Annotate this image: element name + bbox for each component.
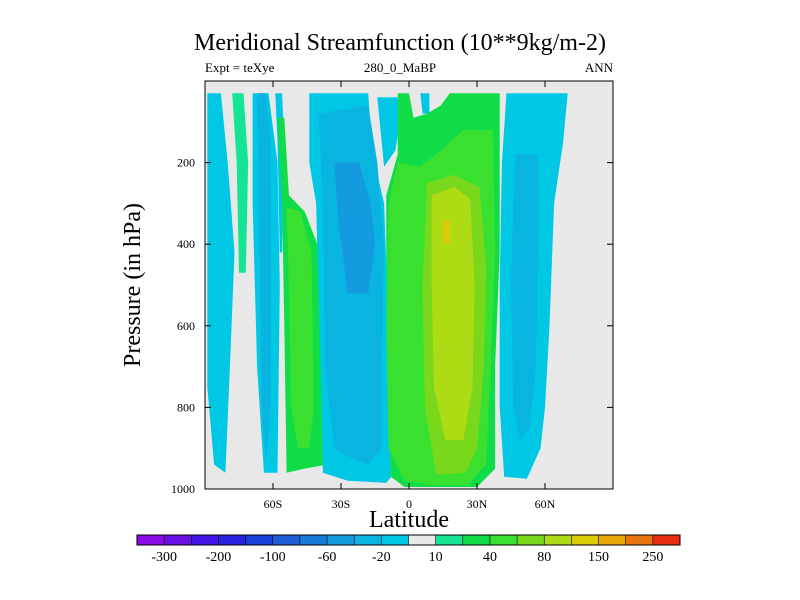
colorbar-swatch	[408, 535, 436, 545]
colorbar-swatch	[164, 535, 192, 545]
colorbar-label: -60	[318, 550, 337, 565]
colorbar-swatch	[462, 535, 491, 545]
x-tick-label: 0	[406, 497, 412, 511]
colorbar-swatch	[544, 535, 572, 545]
colorbar-label: 40	[483, 550, 497, 565]
x-tick-label: 30S	[332, 497, 351, 511]
contour-region-0	[207, 93, 235, 473]
y-tick-label: 200	[177, 156, 195, 170]
colorbar-label: -100	[260, 550, 286, 565]
y-tick-label: 400	[177, 237, 195, 251]
colorbar-swatch	[381, 535, 409, 545]
colorbar-swatch	[272, 535, 301, 545]
contour-region-11	[420, 93, 430, 114]
y-tick-label: 600	[177, 319, 195, 333]
x-tick-label: 60N	[535, 497, 556, 511]
contour-region-15	[431, 187, 475, 440]
colorbar-swatch	[435, 535, 464, 545]
center-string: 280_0_MaBP	[363, 60, 437, 75]
colorbar-swatch	[137, 535, 165, 545]
colorbar-label: 10	[429, 550, 443, 565]
colorbar-swatch	[517, 535, 545, 545]
contour-region-3	[257, 93, 271, 465]
colorbar-frame	[136, 534, 681, 546]
left-string: Expt = teXye	[205, 60, 275, 75]
colorbar-swatch	[218, 535, 246, 545]
contour-region-1	[232, 93, 249, 273]
colorbar-label: -200	[206, 550, 232, 565]
right-string: ANN	[584, 60, 613, 75]
colorbar-swatch	[354, 535, 382, 545]
contour-region-19	[511, 154, 539, 440]
x-tick-label: 60S	[264, 497, 283, 511]
colorbar-label: -20	[372, 550, 391, 565]
contour-region-6	[286, 207, 314, 449]
colorbar-swatch	[299, 535, 328, 545]
colorbar-swatch	[571, 535, 599, 545]
colorbar-swatch	[327, 535, 355, 545]
colorbar-swatch	[652, 535, 681, 545]
axis-ticks: 60S 30S 0 30N 60N 200 400 600 800 1000	[171, 81, 613, 511]
y-tick-label: 800	[177, 400, 195, 414]
colorbar-swatch	[625, 535, 654, 545]
colorbar: -300 -200 -100 -60 -20 10 40 80 150 250	[136, 534, 681, 565]
colorbar-label: 250	[642, 550, 663, 565]
colorbar-label: 80	[537, 550, 551, 565]
chart-title: Meridional Streamfunction (10**9kg/m-2)	[194, 30, 606, 56]
colorbar-swatch	[245, 535, 274, 545]
contour-region-9	[334, 162, 375, 294]
colorbar-label: 150	[588, 550, 609, 565]
x-tick-label: 30N	[467, 497, 488, 511]
colorbar-swatch	[598, 535, 626, 545]
contour-region-17	[393, 227, 407, 469]
colorbar-swatch	[191, 535, 219, 545]
y-axis-label: Pressure (in hPa)	[120, 203, 146, 367]
colorbar-label: -300	[151, 550, 177, 565]
x-axis-label: Latitude	[369, 507, 449, 533]
contour-fill-layer	[207, 93, 568, 487]
colorbar-swatch	[489, 535, 518, 545]
contour-region-10	[377, 97, 400, 167]
y-tick-label: 1000	[171, 482, 195, 496]
contour-region-16	[443, 219, 450, 245]
